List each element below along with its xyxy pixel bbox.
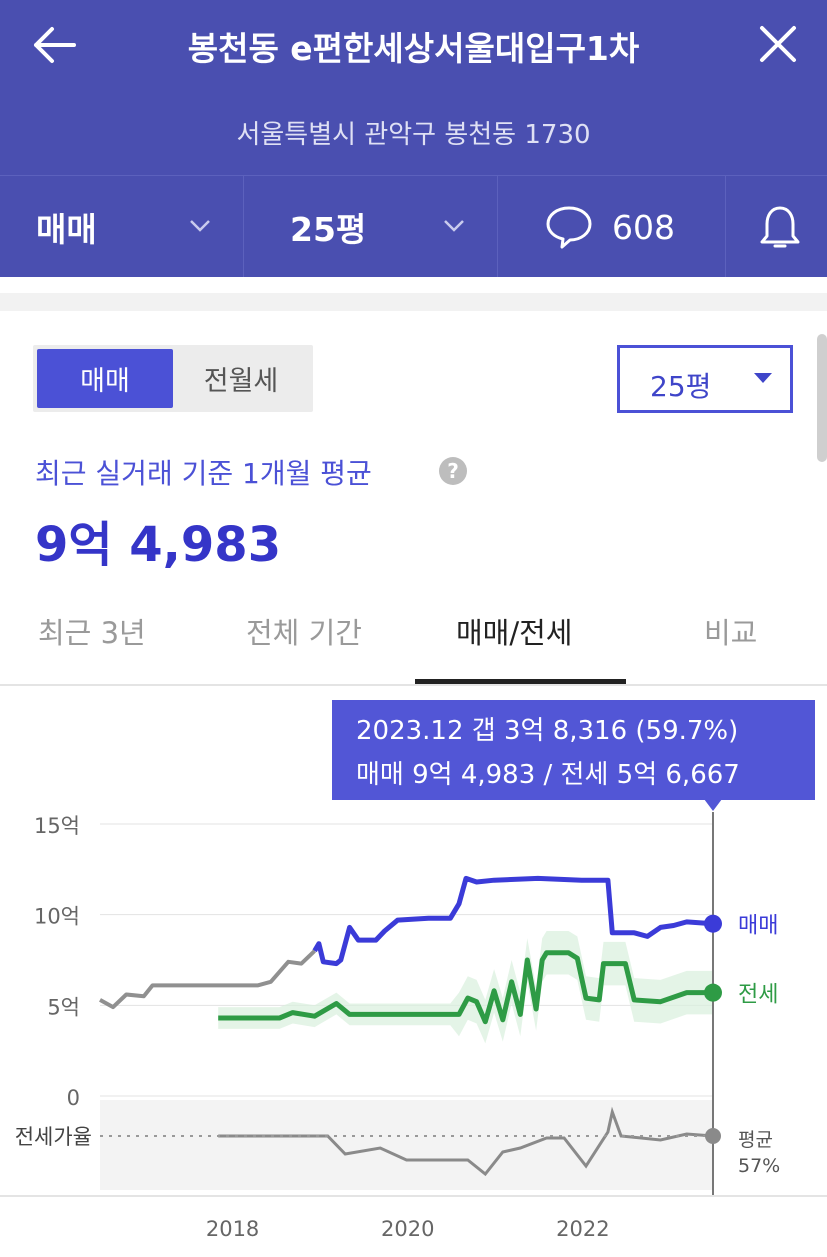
x-tick-label: 2020 xyxy=(381,1217,434,1241)
ratio-axis-label: 전세가율 xyxy=(15,1125,92,1149)
caret-down-icon xyxy=(754,373,772,383)
segment-rent[interactable]: 전월세 xyxy=(203,366,279,397)
ratio-end-sublabel: 57% xyxy=(738,1155,780,1177)
tab-sale-vs-lease[interactable]: 매매/전세 xyxy=(456,616,573,650)
close-icon[interactable] xyxy=(754,22,802,68)
tooltip-prices: 매매 9억 4,983 / 전세 5억 6,667 xyxy=(356,760,740,790)
segment-sale[interactable]: 매매 xyxy=(37,349,173,408)
lease-marker xyxy=(704,983,722,1002)
period-tabs: 최근 3년 전체 기간 매매/전세 비교 xyxy=(0,590,827,686)
x-tick-label: 2022 xyxy=(556,1217,609,1241)
size-label: 25평 xyxy=(290,210,367,249)
tooltip-gap: 2023.12 갭 3억 8,316 (59.7%) xyxy=(356,716,739,746)
chevron-down-icon xyxy=(190,220,210,232)
ratio-marker xyxy=(705,1128,721,1144)
size-select[interactable]: 25평 xyxy=(617,345,793,413)
header: 봉천동 e편한세상서울대입구1차 서울특별시 관악구 봉천동 1730 매매 2… xyxy=(0,0,827,278)
scrollbar[interactable] xyxy=(817,334,827,462)
tab-compare[interactable]: 비교 xyxy=(704,616,758,650)
sale-line xyxy=(312,875,714,967)
bell-icon xyxy=(760,206,800,248)
x-tick-label: 2018 xyxy=(206,1217,259,1241)
trade-segment-control: 매매 전월세 xyxy=(33,345,313,412)
page-title: 봉천동 e편한세상서울대입구1차 xyxy=(187,29,640,68)
active-tab-indicator xyxy=(415,679,626,684)
chat-bubble-icon xyxy=(546,206,592,249)
tab-recent-3y[interactable]: 최근 3년 xyxy=(38,616,146,650)
average-label: 최근 실거래 기준 1개월 평균 xyxy=(35,457,372,490)
trade-type-label: 매매 xyxy=(36,210,97,249)
divider xyxy=(0,277,827,311)
address: 서울특별시 관악구 봉천동 1730 xyxy=(236,120,591,150)
tab-all-period[interactable]: 전체 기간 xyxy=(246,616,362,650)
sale-end-label: 매매 xyxy=(738,914,778,939)
tooltip-pointer xyxy=(704,799,722,811)
lease-range-band xyxy=(218,931,713,1044)
header-bar: 매매 25평 608 xyxy=(0,175,827,278)
sale-early-line xyxy=(99,949,316,1010)
y-tick-label: 15억 xyxy=(34,814,80,838)
ratio-line xyxy=(218,1106,714,1177)
chevron-down-icon xyxy=(444,220,464,232)
ratio-end-label: 평균 xyxy=(738,1129,773,1151)
average-price: 9억 4,983 xyxy=(35,517,282,573)
y-tick-label: 10억 xyxy=(34,905,80,929)
y-tick-label: 5억 xyxy=(47,995,80,1019)
comments-button[interactable]: 608 xyxy=(498,176,725,278)
lease-end-label: 전세 xyxy=(738,983,778,1008)
back-arrow-icon[interactable] xyxy=(28,22,80,68)
help-icon[interactable]: ? xyxy=(439,457,467,485)
size-dropdown[interactable]: 25평 xyxy=(244,176,497,278)
ratio-band xyxy=(100,1100,713,1190)
size-select-value: 25평 xyxy=(650,370,712,403)
comment-count: 608 xyxy=(612,207,675,247)
trade-type-dropdown[interactable]: 매매 xyxy=(0,176,243,278)
notification-button[interactable] xyxy=(726,176,827,278)
y-tick-label: 0 xyxy=(67,1086,80,1110)
chart-tooltip: 2023.12 갭 3억 8,316 (59.7%) 매매 9억 4,983 /… xyxy=(332,700,815,800)
lease-line xyxy=(218,950,713,1025)
sale-marker xyxy=(704,914,722,933)
